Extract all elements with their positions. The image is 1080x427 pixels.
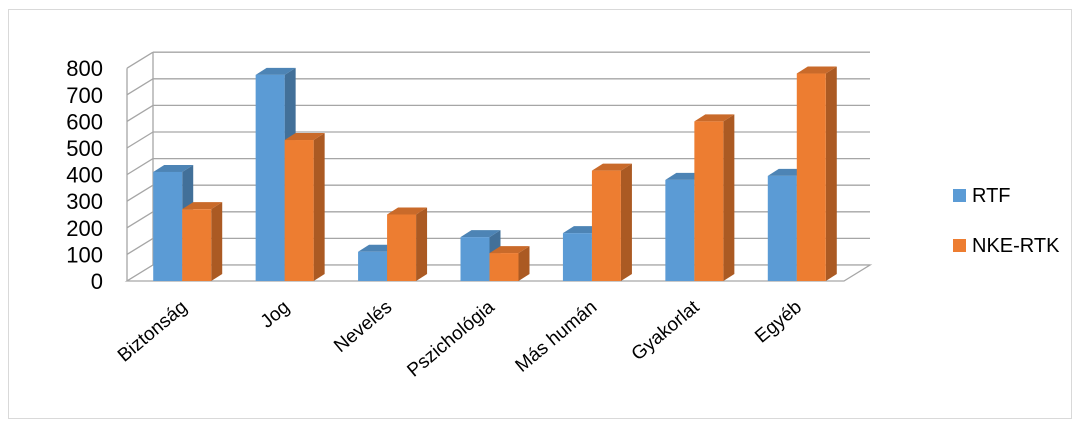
x-tick-label: Nevelés (330, 297, 396, 357)
x-tick-label: Egyéb (751, 297, 806, 348)
bar-nke-rtk-6 (694, 114, 735, 282)
x-axis: Biztonság Jog Nevelés Pszichológia Más humán… (114, 296, 806, 381)
bar-nke-rtk-1 (182, 202, 223, 281)
x-tick-label: Gyakorlat (628, 296, 704, 365)
legend-swatch (953, 239, 966, 252)
gridline-side (126, 237, 154, 255)
bar-nke-rtk-7 (796, 66, 837, 282)
gridline-side (126, 184, 154, 202)
bars (153, 66, 837, 282)
bar-nke-rtk-5 (591, 163, 632, 281)
gridline-side (126, 211, 154, 229)
y-tick-label: 400 (66, 163, 103, 188)
y-tick-label: 0 (91, 269, 103, 294)
legend: RTF NKE-RTK (953, 185, 1060, 257)
gridline-side (126, 158, 154, 176)
y-tick-label: 500 (66, 136, 103, 161)
y-tick-label: 700 (66, 83, 103, 108)
bar-nke-rtk-4 (489, 246, 530, 281)
x-tick-label: Pszichológia (404, 296, 500, 381)
legend-label: NKE-RTK (972, 235, 1060, 257)
y-tick-label: 800 (66, 56, 103, 81)
x-tick-label: Jog (257, 297, 294, 333)
bar-nke-rtk-3 (387, 207, 428, 281)
y-tick-label: 200 (66, 216, 103, 241)
y-tick-label: 100 (66, 242, 103, 267)
gridline-side (126, 131, 154, 149)
y-tick-label: 300 (66, 189, 103, 214)
legend-label: RTF (972, 185, 1011, 207)
bar-nke-rtk-2 (284, 133, 325, 281)
x-tick-label: Más humán (512, 297, 602, 377)
gridline-side (126, 104, 154, 122)
gridline-side (126, 78, 154, 96)
gridline-side (126, 51, 154, 69)
legend-swatch (953, 189, 966, 202)
x-tick-label: Biztonság (114, 297, 191, 367)
y-tick-label: 600 (66, 109, 103, 134)
